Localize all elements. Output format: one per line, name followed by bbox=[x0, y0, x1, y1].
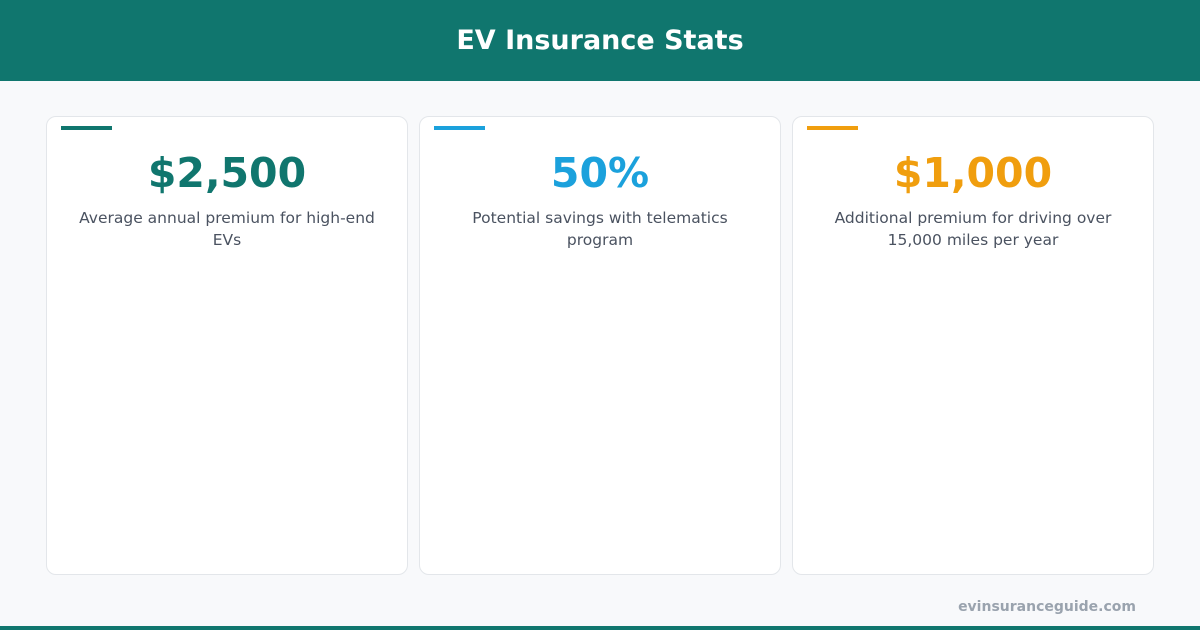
accent-bar bbox=[434, 126, 485, 130]
accent-bar bbox=[61, 126, 112, 130]
stat-value: 50% bbox=[550, 149, 650, 197]
header: EV Insurance Stats bbox=[0, 0, 1200, 81]
title: EV Insurance Stats bbox=[456, 25, 744, 56]
bottom-bar bbox=[0, 626, 1200, 630]
stat-card: $1,000 Additional premium for driving ove… bbox=[792, 116, 1154, 575]
stat-card: $2,500 Average annual premium for high-en… bbox=[46, 116, 408, 575]
stat-card: 50% Potential savings with telematics pro… bbox=[419, 116, 781, 575]
stat-value: $2,500 bbox=[147, 149, 307, 197]
footer-link: evinsuranceguide.com bbox=[958, 599, 1136, 615]
accent-bar bbox=[807, 126, 858, 130]
stat-description: Average annual premium for high-end EVs bbox=[79, 209, 375, 249]
card-row: $2,500 Average annual premium for high-en… bbox=[46, 116, 1154, 575]
stat-description: Additional premium for driving over 15,0… bbox=[834, 209, 1112, 249]
stat-value: $1,000 bbox=[893, 149, 1053, 197]
stat-description: Potential savings with telematics progra… bbox=[472, 209, 728, 249]
